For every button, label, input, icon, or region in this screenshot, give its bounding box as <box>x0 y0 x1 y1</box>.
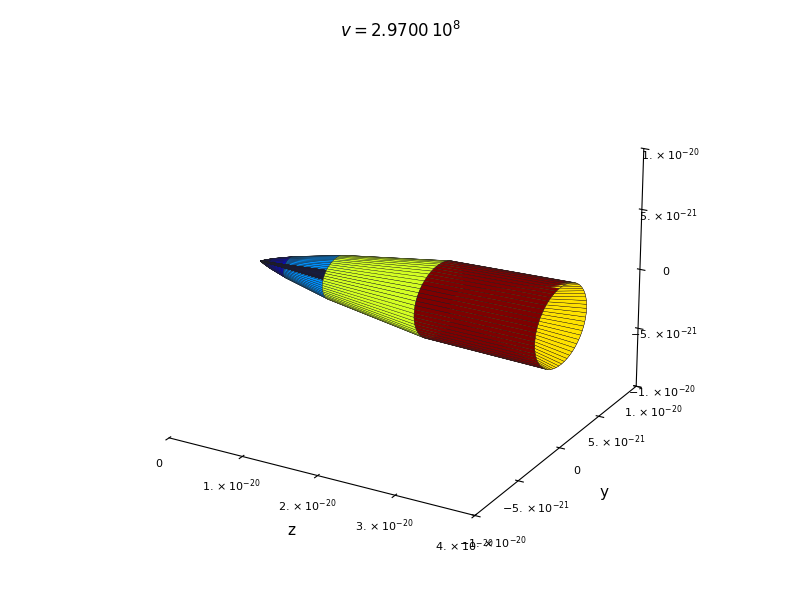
Y-axis label: y: y <box>599 485 608 500</box>
Text: $v = 2.9700\,10^8$: $v = 2.9700\,10^8$ <box>339 21 461 41</box>
X-axis label: z: z <box>287 523 295 538</box>
